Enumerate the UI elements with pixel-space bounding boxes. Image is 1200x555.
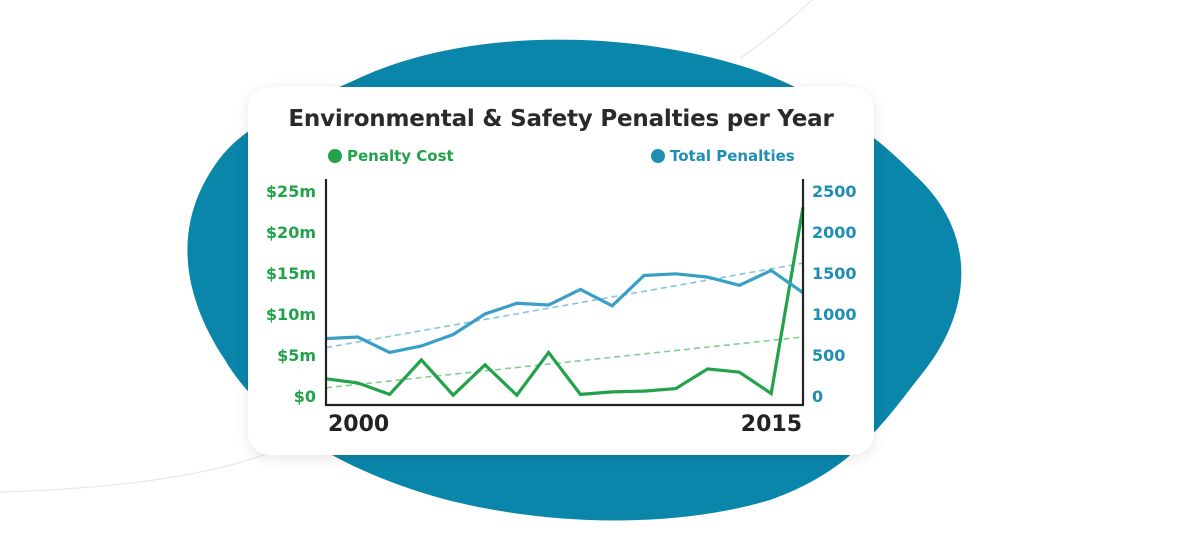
y-left-tick-label: $20m [266, 223, 316, 242]
series-line-penalty-cost [325, 207, 805, 398]
y-right-tick-label: 500 [812, 346, 845, 365]
trendline-total-penalties [325, 262, 804, 349]
y-right-tick-label: 2500 [812, 182, 857, 201]
chart-card: Environmental & Safety Penalties per Yea… [248, 87, 874, 455]
trendline-penalty-cost [325, 336, 804, 389]
y-left-tick-label: $0 [294, 387, 316, 406]
series-line-total-penalties [325, 268, 804, 355]
y-right-tick-label: 1500 [812, 264, 857, 283]
y-right-tick-label: 1000 [812, 305, 857, 324]
chart-plot: $0 $5m $10m $15m $20m $25m 0 500 1000 1500 2000 250… [266, 179, 857, 437]
legend-dot-icon [651, 149, 665, 163]
legend-penalty-cost: Penalty Cost [328, 147, 454, 165]
legend-label: Total Penalties [670, 147, 795, 165]
y-left-tick-label: $5m [277, 346, 316, 365]
legend-label: Penalty Cost [347, 147, 454, 165]
y-left-tick-label: $15m [266, 264, 316, 283]
y-right-tick-label: 2000 [812, 223, 857, 242]
y-right-tick-label: 0 [812, 387, 823, 406]
y-left-tick-label: $10m [266, 305, 316, 324]
legend-total-penalties: Total Penalties [651, 147, 795, 165]
y-left-tick-label: $25m [266, 182, 316, 201]
background-arc [739, 0, 813, 59]
x-tick-label: 2000 [328, 412, 389, 437]
x-tick-label: 2015 [741, 412, 802, 437]
legend-dot-icon [328, 149, 342, 163]
chart-title: Environmental & Safety Penalties per Yea… [288, 106, 834, 132]
